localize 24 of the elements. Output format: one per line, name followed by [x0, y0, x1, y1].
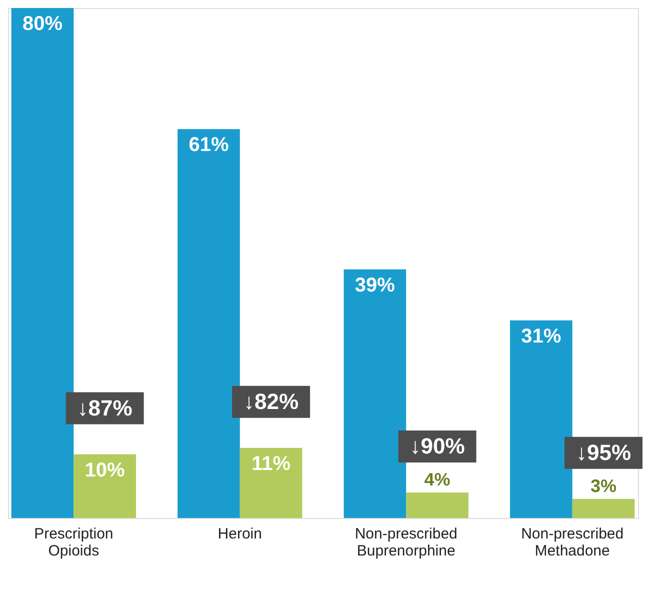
x-tick-label: Non-prescribed Buprenorphine: [354, 526, 458, 560]
x-tick-label: Non-prescribed Methadone: [521, 526, 624, 560]
data-label: 11%: [252, 452, 291, 475]
annotation: ↓95%: [576, 440, 632, 465]
x-tick-label: Heroin: [218, 526, 262, 542]
bar: [240, 448, 302, 518]
bar: [11, 8, 74, 518]
data-label: 3%: [590, 476, 617, 496]
annotation: ↓87%: [77, 395, 132, 420]
bar: [572, 498, 635, 518]
bar: [344, 269, 406, 518]
bar: [406, 492, 468, 518]
bar: [510, 320, 572, 518]
x-tick-label: Prescription Opioids: [34, 526, 114, 560]
annotation: ↓82%: [244, 388, 299, 414]
data-label: 39%: [354, 274, 396, 296]
data-label: 31%: [521, 325, 562, 348]
data-label: 4%: [424, 470, 450, 490]
bar: [178, 129, 240, 518]
data-label: 80%: [22, 13, 63, 35]
bar: [74, 454, 136, 518]
annotation: ↓90%: [410, 434, 465, 458]
data-label: 10%: [84, 459, 126, 482]
data-label: 61%: [188, 134, 229, 156]
